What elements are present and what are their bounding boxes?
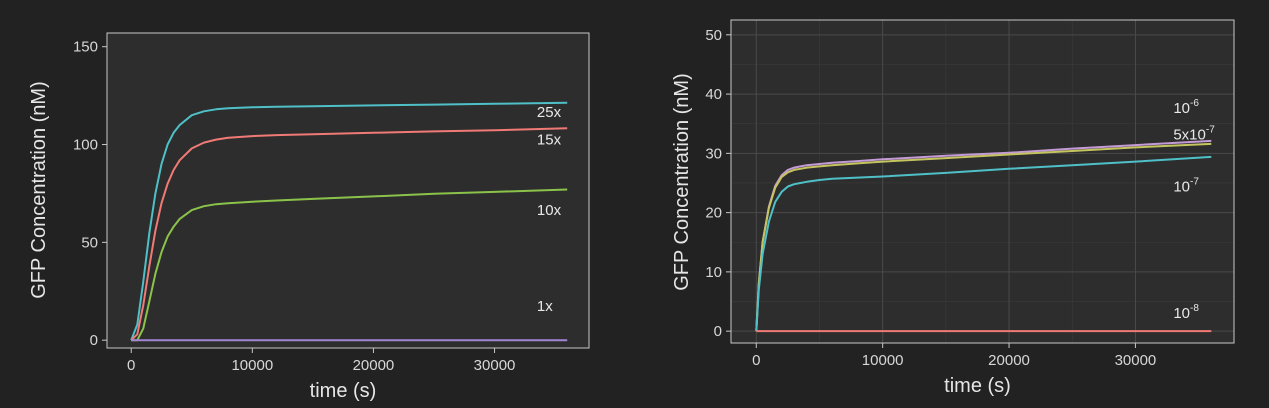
x-axis-title: time (s) — [944, 375, 1011, 397]
y-tick-label: 50 — [81, 234, 98, 251]
x-tick-label: 20000 — [988, 352, 1030, 369]
series-label: 10-6 — [1173, 98, 1199, 117]
y-tick-label: 20 — [705, 205, 722, 222]
y-tick-label: 50 — [705, 27, 722, 44]
series-label: 25x — [537, 104, 562, 121]
y-tick-label: 0 — [714, 323, 722, 340]
y-tick-label: 0 — [90, 332, 98, 349]
series-line-2 — [755, 155, 1212, 332]
y-tick-label: 100 — [73, 137, 98, 154]
x-tick-label: 10000 — [231, 357, 273, 374]
series-label: 10-7 — [1173, 176, 1199, 195]
chart-right: 0 10 20 30 40 50 0 10000 20000 30000 time (s) GFP C… — [671, 19, 1235, 397]
chart-left: 0 50 100 150 0 10000 20000 30000 time (s) GFP Con… — [28, 32, 590, 402]
series-label: 5x10-7 — [1173, 125, 1215, 144]
series-label-base: 10 — [1173, 178, 1190, 195]
series-label: 1x — [537, 298, 553, 315]
plot-border — [106, 32, 590, 349]
series-label: 10x — [537, 202, 562, 219]
x-tick-label: 10000 — [862, 352, 904, 369]
y-axis-title: GFP Concentration (nM) — [671, 73, 693, 291]
series-label-base: 10 — [1173, 100, 1190, 117]
y-tick-label: 10 — [705, 264, 722, 281]
x-axis-title: time (s) — [310, 380, 377, 402]
y-axis-title: GFP Concentration (nM) — [28, 81, 50, 299]
x-tick-label: 20000 — [353, 357, 395, 374]
series-label-base: 10 — [1173, 305, 1190, 322]
series-label-exponent: -7 — [1190, 176, 1199, 187]
series-label-exponent: -7 — [1206, 125, 1215, 136]
x-tick-label: 30000 — [1115, 352, 1157, 369]
series-label-exponent: -6 — [1190, 98, 1199, 109]
series-label: 10-8 — [1173, 303, 1199, 322]
grid — [731, 20, 1234, 343]
series-label-exponent: -8 — [1190, 303, 1199, 314]
series-line-0 — [130, 101, 568, 341]
y-tick-label: 30 — [705, 145, 722, 162]
series-label-base: 5x10 — [1173, 127, 1206, 144]
x-tick-label: 0 — [752, 352, 760, 369]
series-line-1 — [755, 142, 1212, 332]
series-label: 15x — [537, 132, 562, 149]
x-tick-label: 30000 — [474, 357, 516, 374]
y-tick-label: 150 — [73, 39, 98, 56]
plot-border — [730, 19, 1235, 344]
series-line-2 — [131, 188, 568, 342]
y-tick-label: 40 — [705, 86, 722, 103]
series-line-1 — [130, 127, 568, 341]
x-tick-label: 0 — [127, 357, 135, 374]
